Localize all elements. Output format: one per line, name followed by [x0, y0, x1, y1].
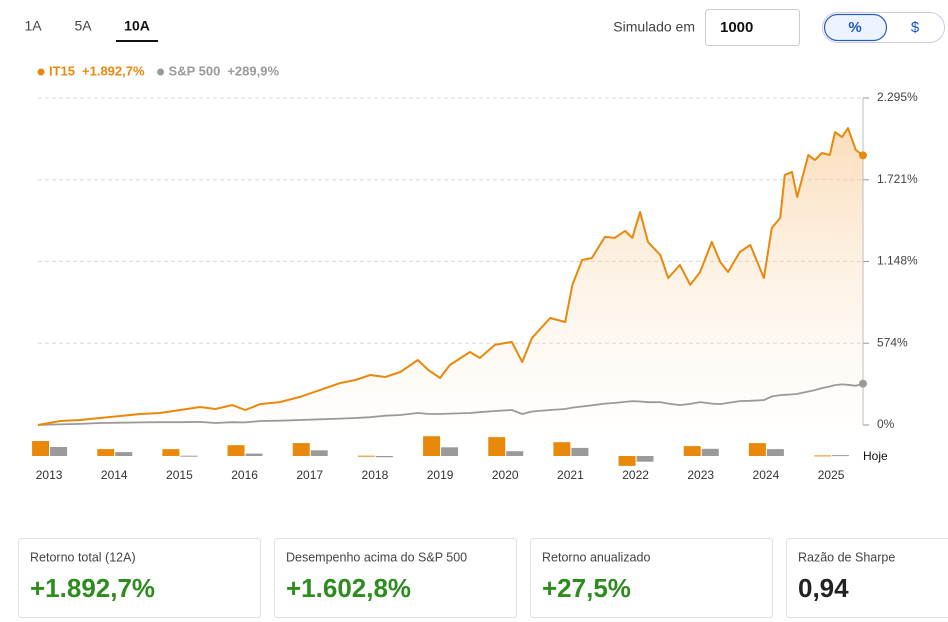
annual-bar — [571, 447, 589, 456]
stat-label: Retorno total (12A) — [30, 550, 136, 564]
annual-bar — [245, 453, 263, 456]
annual-bar — [506, 451, 524, 456]
y-tick-label: 1.721% — [877, 172, 918, 186]
period-tab[interactable]: 5A — [74, 18, 92, 34]
annual-bar — [636, 456, 654, 462]
legend-name: IT15 — [49, 63, 75, 78]
end-label: Hoje — [863, 449, 888, 463]
tab-underline — [116, 40, 158, 42]
y-tick-label: 1.148% — [877, 254, 918, 268]
stat-label: Razão de Sharpe — [798, 550, 895, 564]
legend-dot — [157, 68, 165, 76]
annual-bar — [375, 456, 393, 458]
line — [37, 127, 864, 426]
annual-bar — [32, 441, 50, 456]
legend-value: +289,9% — [227, 63, 279, 78]
y-tick-label: 574% — [877, 335, 908, 349]
x-tick-label: 2021 — [557, 468, 584, 482]
stat-card — [274, 538, 517, 618]
annual-bar — [115, 452, 133, 456]
period-tab[interactable]: 1A — [24, 18, 42, 34]
x-tick-label: 2013 — [36, 468, 63, 482]
annual-bar — [701, 448, 719, 456]
toggle-label[interactable]: $ — [911, 19, 920, 36]
x-tick-label: 2019 — [427, 468, 454, 482]
annual-bar — [180, 455, 198, 457]
x-tick-label: 2016 — [231, 468, 258, 482]
annual-bar — [814, 455, 832, 457]
annual-bar — [50, 447, 68, 456]
toggle-selected[interactable] — [823, 13, 888, 42]
stat-value: +1.602,8% — [286, 573, 411, 603]
toggle-label[interactable]: % — [848, 19, 861, 36]
x-tick-label: 2022 — [622, 468, 649, 482]
stat-card — [786, 538, 948, 618]
x-tick-label: 2020 — [492, 468, 519, 482]
line — [37, 382, 864, 426]
stat-value: 0,94 — [798, 573, 849, 603]
x-tick-label: 2025 — [818, 468, 845, 482]
annual-bar — [618, 456, 636, 466]
annual-bar — [357, 455, 375, 457]
end-dot — [859, 151, 867, 160]
tab-label: 1A — [24, 18, 42, 34]
stat-label: Retorno anualizado — [542, 550, 650, 564]
annual-bar — [162, 449, 180, 456]
annual-bar — [97, 449, 115, 456]
y-tick-label: 2.295% — [877, 90, 918, 104]
period-tab[interactable]: 10A — [116, 18, 158, 42]
annual-bar — [488, 437, 506, 456]
stat-value: +27,5% — [542, 573, 631, 603]
annual-bar — [683, 446, 701, 456]
end-dot — [859, 379, 867, 388]
x-tick-label: 2023 — [687, 468, 714, 482]
amount-input[interactable] — [705, 9, 800, 46]
x-tick-label: 2015 — [166, 468, 193, 482]
x-tick-label: 2024 — [753, 468, 780, 482]
legend-name: S&P 500 — [169, 63, 221, 78]
annual-bar — [310, 450, 328, 456]
stat-card — [530, 538, 773, 618]
x-tick-label: 2018 — [362, 468, 389, 482]
area — [38, 128, 863, 425]
stat-label: Desempenho acima do S&P 500 — [286, 550, 467, 564]
simulation-label: Simulado em — [613, 19, 695, 35]
tab-label: 5A — [74, 18, 92, 34]
annual-bar — [748, 443, 766, 456]
tab-label: 10A — [124, 18, 150, 34]
legend-value: +1.892,7% — [82, 63, 145, 78]
y-tick-label: 0% — [877, 417, 895, 431]
annual-bar — [227, 445, 245, 456]
annual-bar — [441, 447, 459, 456]
x-tick-label: 2014 — [101, 468, 128, 482]
annual-bar — [766, 449, 784, 456]
annual-bar — [292, 443, 310, 456]
stat-card — [18, 538, 261, 618]
annual-bar — [553, 442, 571, 456]
annual-bar — [832, 455, 850, 457]
legend-dot — [37, 68, 45, 76]
annual-bar — [423, 436, 441, 456]
stat-value: +1.892,7% — [30, 573, 155, 603]
amount-value: 1000 — [720, 19, 753, 36]
x-tick-label: 2017 — [296, 468, 323, 482]
